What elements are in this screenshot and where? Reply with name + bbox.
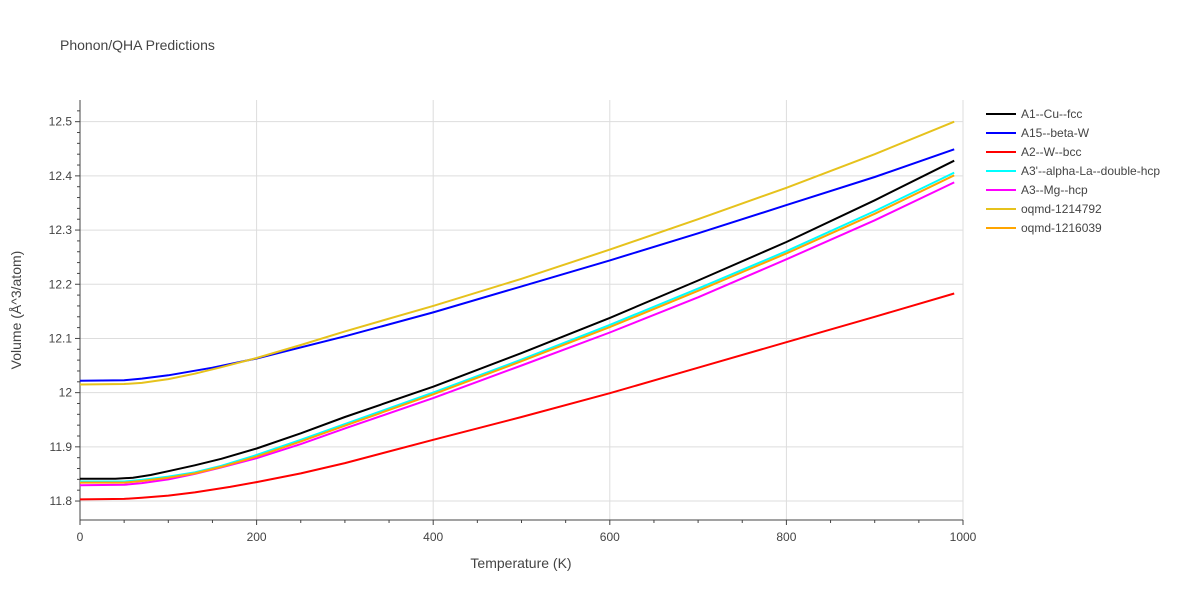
legend-item[interactable]: A2--W--bcc — [986, 145, 1081, 159]
axes — [79, 100, 963, 521]
y-tick-label: 11.8 — [50, 494, 73, 508]
y-axis-title: Volume (Å^3/atom) — [8, 251, 24, 370]
x-tick-label: 200 — [247, 530, 267, 544]
legend-label: A15--beta-W — [1021, 126, 1090, 140]
legend-item[interactable]: A3--Mg--hcp — [986, 183, 1088, 197]
legend-item[interactable]: A15--beta-W — [986, 126, 1090, 140]
x-tick-label: 800 — [776, 530, 796, 544]
y-tick-label: 12.5 — [49, 115, 73, 129]
y-tick-label: 12.3 — [49, 223, 73, 237]
x-axis-ticks: 0 200 400 600 800 1000 — [77, 520, 977, 544]
legend-label: A1--Cu--fcc — [1021, 107, 1082, 121]
legend-item[interactable]: A1--Cu--fcc — [986, 107, 1082, 121]
y-tick-label: 12.4 — [49, 169, 73, 183]
y-tick-label: 12.1 — [49, 331, 73, 345]
plot-area[interactable] — [79, 120, 955, 501]
y-axis-ticks: 11.8 11.9 12 12.1 12.2 12.3 12.4 12.5 — [49, 110, 80, 508]
x-axis-title: Temperature (K) — [470, 555, 571, 571]
y-tick-label: 12.2 — [49, 277, 73, 291]
y-tick-label: 11.9 — [50, 440, 73, 454]
legend-label: A2--W--bcc — [1021, 145, 1081, 159]
chart-title: Phonon/QHA Predictions — [60, 37, 215, 53]
grid — [80, 100, 964, 520]
series-line-6[interactable] — [80, 174, 955, 484]
series-line-0[interactable] — [80, 159, 955, 480]
series-line-1[interactable] — [79, 148, 955, 382]
legend-label: oqmd-1216039 — [1021, 221, 1102, 235]
x-tick-label: 0 — [77, 530, 84, 544]
series-line-2[interactable] — [79, 292, 955, 501]
series-line-3[interactable] — [80, 171, 955, 483]
x-tick-label: 600 — [600, 530, 620, 544]
y-tick-label: 12 — [59, 386, 73, 400]
legend-label: oqmd-1214792 — [1021, 202, 1102, 216]
legend-label: A3--Mg--hcp — [1021, 183, 1088, 197]
series-line-5[interactable] — [79, 120, 955, 386]
series-line-4[interactable] — [79, 181, 955, 487]
legend: A1--Cu--fcc A15--beta-W A2--W--bcc A3'--alp… — [986, 107, 1160, 235]
legend-item[interactable]: oqmd-1216039 — [986, 221, 1102, 235]
x-tick-label: 400 — [423, 530, 443, 544]
legend-item[interactable]: A3'--alpha-La--double-hcp — [986, 164, 1160, 178]
legend-label: A3'--alpha-La--double-hcp — [1021, 164, 1160, 178]
legend-item[interactable]: oqmd-1214792 — [986, 202, 1102, 216]
x-tick-label: 1000 — [950, 530, 977, 544]
